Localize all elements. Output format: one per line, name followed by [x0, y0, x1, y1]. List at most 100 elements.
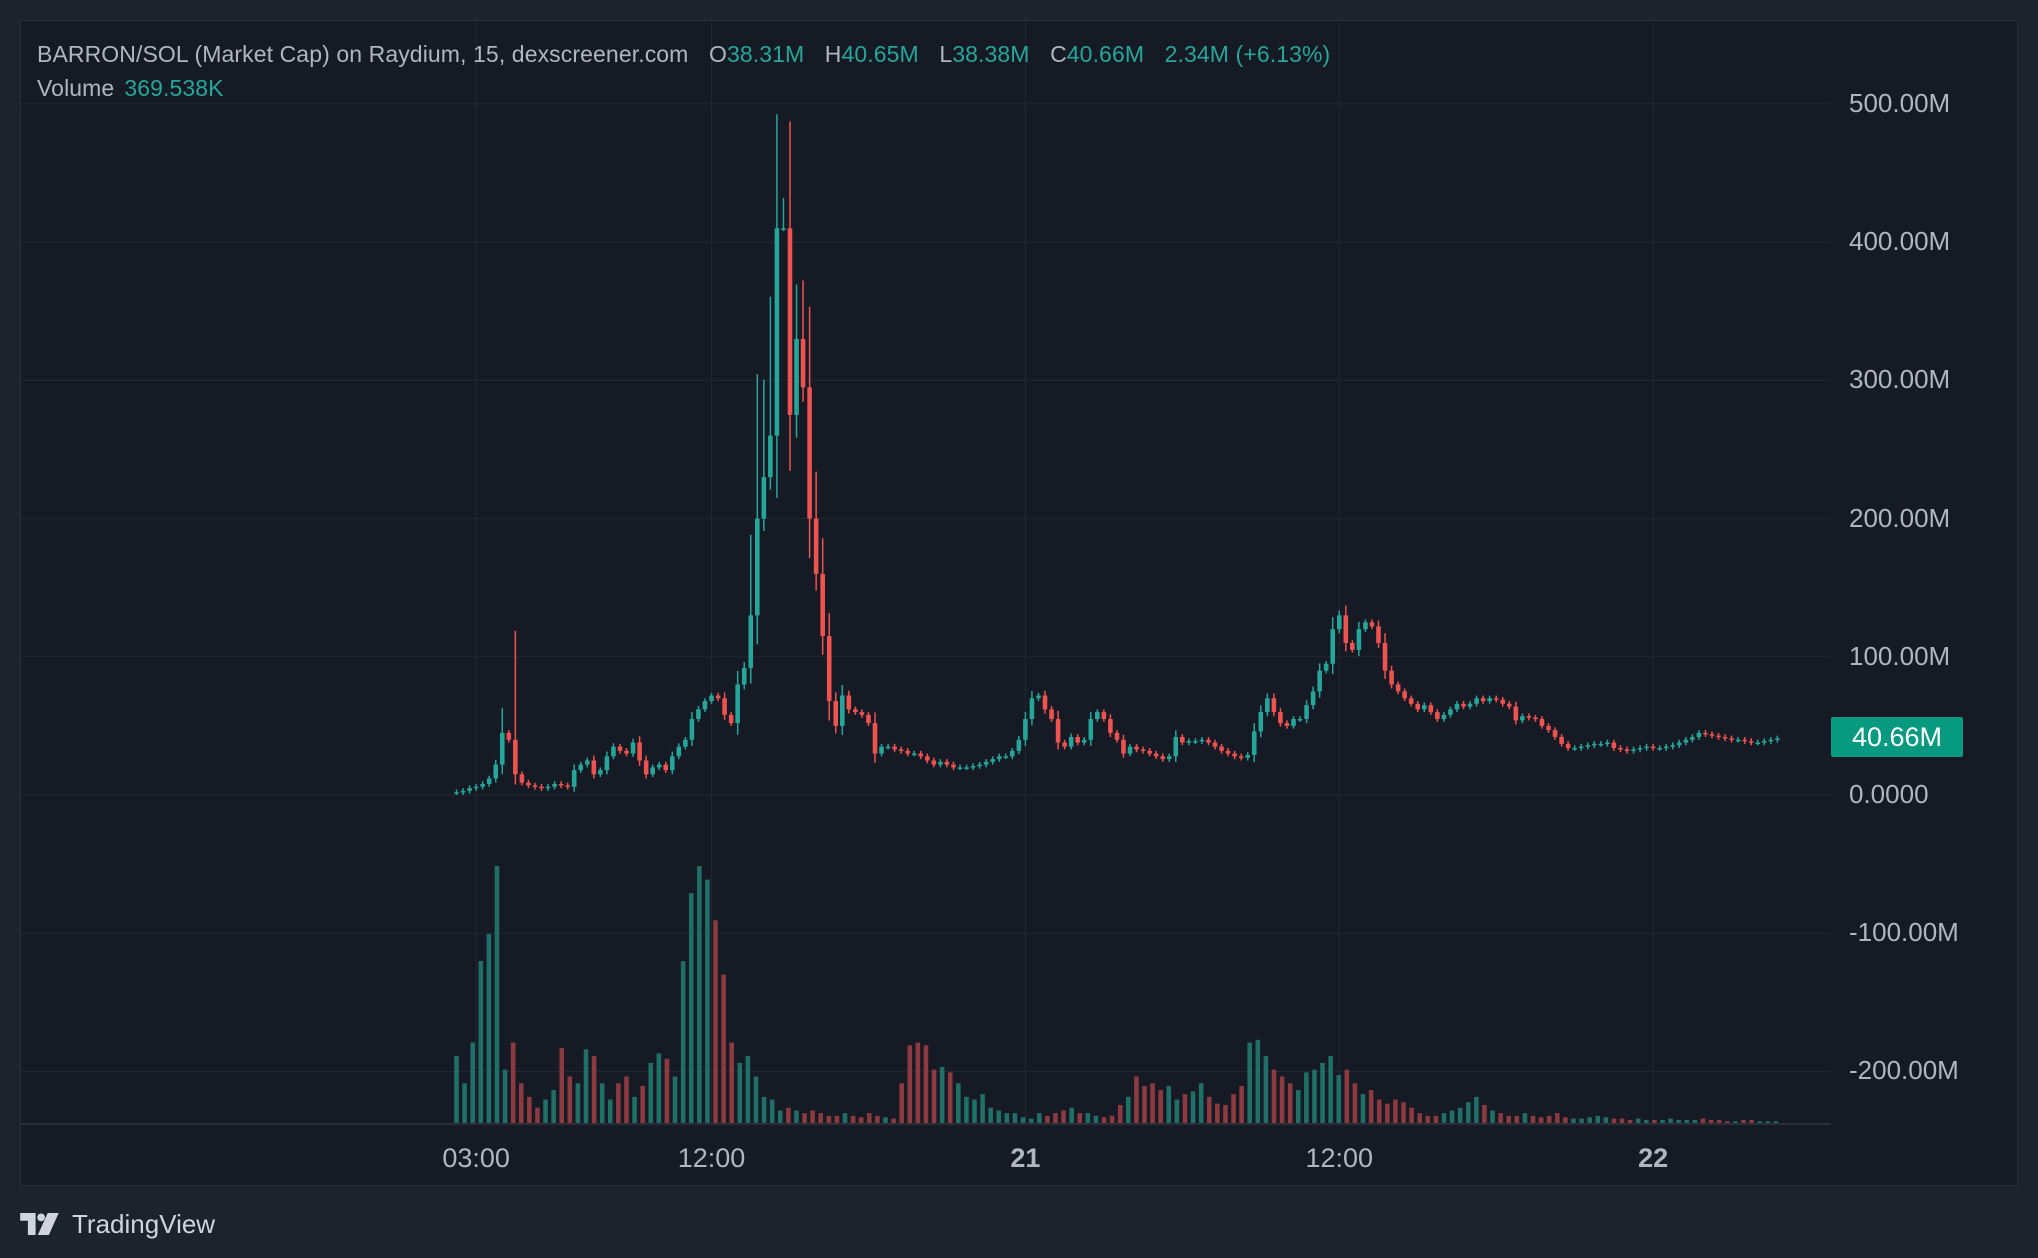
- x-tick-label: 03:00: [442, 1143, 510, 1173]
- volume-bar: [1320, 1062, 1325, 1124]
- candle-down: [715, 695, 721, 699]
- volume-bar: [769, 1099, 775, 1124]
- volume-bar: [454, 1056, 459, 1124]
- volume-bar: [802, 1113, 807, 1124]
- candle-up: [1696, 732, 1702, 737]
- volume-bar: [1611, 1118, 1617, 1124]
- volume-bar: [640, 1085, 645, 1124]
- volume-bar: [972, 1099, 977, 1124]
- candle-down: [519, 774, 525, 783]
- candle-up: [996, 756, 1002, 760]
- candle-up: [970, 766, 976, 768]
- candle-up: [1474, 698, 1479, 704]
- candle-up: [761, 477, 767, 519]
- candle-up: [493, 764, 499, 779]
- volume-bar: [1635, 1118, 1641, 1124]
- candle-down: [1565, 743, 1571, 749]
- candle-up: [840, 695, 845, 726]
- volume-bar: [502, 1069, 508, 1124]
- volume-bar: [1198, 1083, 1204, 1124]
- volume-bar: [672, 1076, 678, 1124]
- candle-up: [702, 701, 708, 710]
- volume-bar: [786, 1107, 791, 1124]
- candle-down: [1376, 626, 1381, 643]
- candle-up: [1670, 745, 1676, 747]
- volume-bar: [996, 1110, 1002, 1124]
- candle-down: [1153, 753, 1159, 757]
- footer: TradingView: [20, 1206, 215, 1242]
- candle-up: [460, 790, 466, 793]
- volume-bar: [1546, 1115, 1552, 1124]
- symbol-title[interactable]: BARRON/SOL (Market Cap) on Raydium, 15, …: [37, 41, 689, 67]
- candle-down: [1742, 739, 1747, 742]
- candle-down: [1748, 741, 1754, 743]
- candle-down: [925, 756, 930, 761]
- candle-up: [885, 746, 891, 749]
- x-tick-label: 12:00: [1305, 1143, 1374, 1173]
- tradingview-logo-icon[interactable]: [20, 1213, 60, 1235]
- volume-bar: [1619, 1118, 1625, 1124]
- candle-down: [1402, 691, 1407, 699]
- candle-down: [918, 753, 924, 757]
- candle-down: [1238, 756, 1244, 758]
- candle-up: [571, 770, 577, 787]
- volume-bar: [1587, 1117, 1592, 1124]
- volume-bar: [535, 1107, 540, 1124]
- candle-up: [545, 786, 551, 789]
- candle-down: [1121, 739, 1126, 754]
- volume-bar: [518, 1083, 524, 1124]
- candlesticks: [454, 114, 1780, 796]
- volume-bar: [1563, 1117, 1568, 1124]
- candle-down: [1526, 716, 1532, 718]
- volume-bar: [1571, 1118, 1576, 1124]
- last-price-badge: 40.66M: [1831, 717, 1963, 757]
- volume-bar: [923, 1045, 929, 1124]
- volume-bar: [1441, 1113, 1447, 1124]
- candle-up: [741, 667, 747, 685]
- volume-label[interactable]: Volume: [37, 75, 115, 101]
- volume-bar: [753, 1076, 759, 1124]
- candle-up: [1637, 748, 1643, 750]
- volume-bar: [478, 961, 484, 1124]
- chart-canvas[interactable]: [21, 21, 2019, 1187]
- candle-down: [1461, 703, 1466, 707]
- volume-bar: [1393, 1099, 1398, 1124]
- candle-down: [539, 786, 544, 789]
- volume-bar: [1749, 1119, 1754, 1124]
- volume-bar: [1142, 1085, 1147, 1124]
- volume-bar: [1295, 1090, 1301, 1124]
- volume-bar: [510, 1042, 516, 1124]
- candle-down: [1134, 746, 1139, 750]
- chart-legend: BARRON/SOL (Market Cap) on Raydium, 15, …: [37, 41, 1330, 68]
- candle-up: [1683, 739, 1689, 743]
- volume-bar: [1692, 1119, 1698, 1124]
- volume-bar: [1166, 1085, 1172, 1124]
- candle-up: [748, 615, 754, 668]
- candle-up: [467, 788, 472, 791]
- volume-bar: [883, 1117, 888, 1124]
- y-tick-label: 100.00M: [1849, 640, 1951, 671]
- volume-bar: [559, 1047, 565, 1124]
- volume-bar: [680, 961, 686, 1124]
- candle-down: [1624, 749, 1630, 751]
- candle-up: [1016, 739, 1022, 751]
- candle-down: [1212, 742, 1218, 747]
- volume-bar: [688, 893, 694, 1124]
- volume-bar: [1190, 1091, 1196, 1124]
- volume-bar: [1069, 1107, 1074, 1124]
- volume-value: 369.538K: [124, 75, 224, 101]
- candle-up: [454, 792, 459, 794]
- candle-up: [1605, 742, 1610, 745]
- open-value: 38.31M: [726, 41, 805, 67]
- candle-down: [859, 712, 865, 715]
- low-value: 38.38M: [952, 41, 1030, 67]
- volume-bar: [1287, 1083, 1293, 1124]
- brand-name[interactable]: TradingView: [72, 1208, 216, 1239]
- chart-panel[interactable]: BARRON/SOL (Market Cap) on Raydium, 15, …: [20, 20, 2018, 1186]
- candle-up: [964, 767, 969, 769]
- candle-up: [1036, 695, 1041, 699]
- candle-down: [813, 518, 819, 574]
- x-tick-label: 21: [1010, 1143, 1041, 1173]
- candle-up: [1762, 741, 1767, 743]
- candle-down: [1415, 703, 1421, 710]
